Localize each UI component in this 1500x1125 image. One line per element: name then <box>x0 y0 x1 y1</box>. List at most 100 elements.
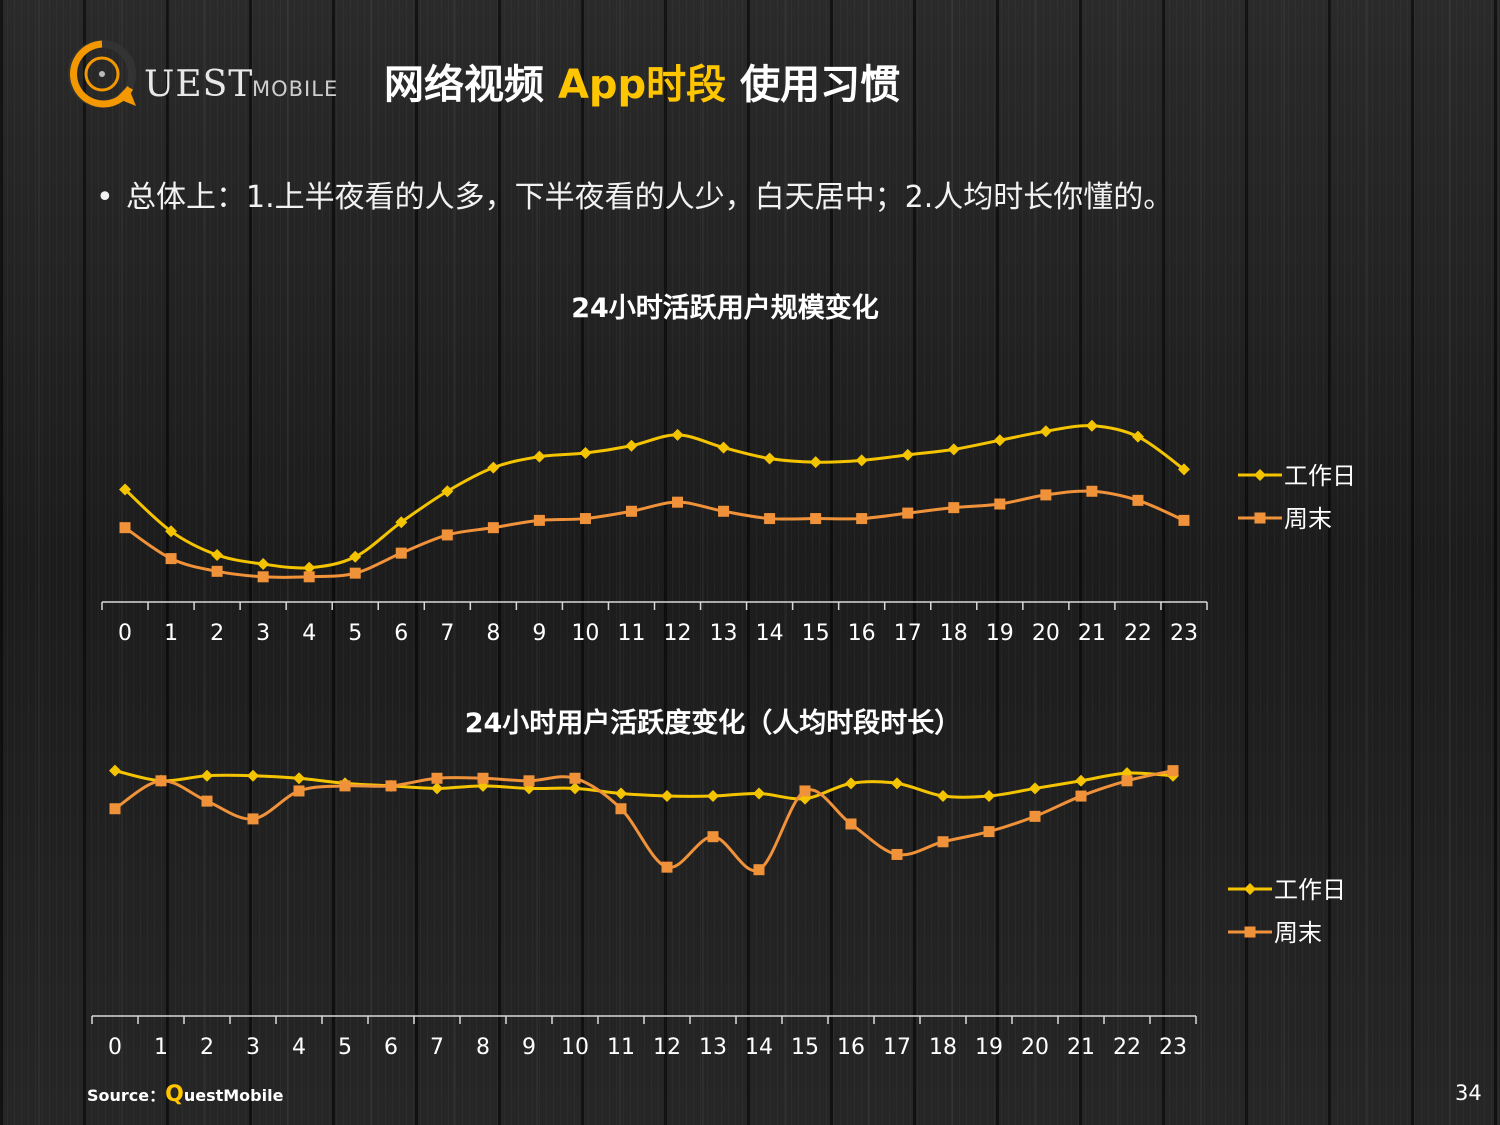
x-tick-label: 9 <box>522 1035 536 1060</box>
x-tick-label: 12 <box>653 1035 681 1060</box>
x-tick-label: 7 <box>440 621 454 646</box>
x-tick-label: 6 <box>384 1035 398 1060</box>
source-rest: uestMobile <box>183 1086 284 1105</box>
data-point-diamond <box>395 516 408 529</box>
x-tick-label: 23 <box>1159 1035 1187 1060</box>
data-point-diamond <box>303 561 316 574</box>
data-point-square <box>211 565 223 577</box>
data-point-square <box>303 571 315 583</box>
x-tick-label: 1 <box>154 1035 168 1060</box>
legend-marker-square <box>1254 512 1266 524</box>
chart-title: 24小时用户活跃度变化（人均时段时长） <box>465 707 962 739</box>
x-tick-label: 4 <box>302 621 316 646</box>
legend-label: 周末 <box>1284 505 1332 533</box>
data-point-diamond <box>349 550 362 563</box>
data-point-diamond <box>1177 463 1190 476</box>
x-tick-label: 10 <box>561 1035 589 1060</box>
data-point-square <box>109 803 121 815</box>
x-tick-label: 17 <box>894 621 922 646</box>
data-point-diamond <box>661 790 673 803</box>
x-tick-label: 18 <box>940 621 968 646</box>
data-point-diamond <box>109 764 121 777</box>
data-point-diamond <box>947 443 960 456</box>
data-point-diamond <box>615 787 627 800</box>
x-tick-label: 0 <box>118 621 132 646</box>
data-point-square <box>902 507 914 519</box>
page-number: 34 <box>1455 1081 1482 1105</box>
data-point-square <box>119 522 131 534</box>
data-point-diamond <box>625 439 638 452</box>
x-tick-label: 21 <box>1067 1035 1095 1060</box>
x-tick-label: 10 <box>571 621 599 646</box>
source-label: Source： <box>87 1086 166 1105</box>
data-point-diamond <box>1029 782 1041 795</box>
data-point-diamond <box>891 777 903 790</box>
data-point-square <box>856 513 868 525</box>
data-point-square <box>983 826 995 838</box>
page-title: 网络视频 App时段 使用习惯 <box>384 52 900 110</box>
x-tick-label: 2 <box>210 621 224 646</box>
legend-label: 工作日 <box>1284 462 1356 490</box>
data-point-square <box>937 836 949 848</box>
x-tick-label: 1 <box>164 621 178 646</box>
data-point-diamond <box>431 782 443 795</box>
series-line-1 <box>124 424 1185 570</box>
data-point-square <box>293 785 305 797</box>
series-line-1 <box>114 769 1174 801</box>
data-point-diamond <box>441 485 454 498</box>
data-point-diamond <box>211 548 224 561</box>
x-tick-label: 8 <box>486 621 500 646</box>
data-point-diamond <box>993 434 1006 447</box>
data-point-square <box>845 818 857 830</box>
data-point-square <box>569 772 581 784</box>
data-point-diamond <box>247 769 259 782</box>
x-tick-label: 2 <box>200 1035 214 1060</box>
data-point-diamond <box>671 428 684 441</box>
x-tick-label: 16 <box>848 621 876 646</box>
data-point-square <box>339 780 351 792</box>
x-tick-label: 6 <box>394 621 408 646</box>
x-tick-label: 4 <box>292 1035 306 1060</box>
logo-ring-arc <box>70 40 134 108</box>
data-point-diamond <box>937 790 949 803</box>
data-point-diamond <box>165 525 178 538</box>
data-point-diamond <box>1085 419 1098 432</box>
data-point-square <box>672 496 684 508</box>
x-tick-label: 18 <box>929 1035 957 1060</box>
data-point-square <box>1121 775 1133 787</box>
data-point-diamond <box>845 777 857 790</box>
x-tick-label: 21 <box>1078 621 1106 646</box>
data-point-square <box>948 502 960 514</box>
data-point-square <box>247 813 259 825</box>
x-tick-label: 20 <box>1032 621 1060 646</box>
data-point-diamond <box>763 452 776 465</box>
data-point-diamond <box>579 447 592 460</box>
data-point-square <box>1086 485 1098 497</box>
summary-bullet: • 总体上：1.上半夜看的人多，下半夜看的人少，白天居中；2.人均时长你懂的。 <box>96 172 1173 216</box>
legend-marker-diamond <box>1244 883 1256 895</box>
x-tick-label: 0 <box>108 1035 122 1060</box>
series-line-2 <box>114 769 1174 873</box>
logo-subtext: MOBILE <box>252 77 339 101</box>
x-tick-label: 16 <box>837 1035 865 1060</box>
title-part2: 使用习惯 <box>726 62 901 108</box>
x-tick-label: 8 <box>476 1035 490 1060</box>
data-point-diamond <box>1039 425 1052 438</box>
data-point-diamond <box>487 461 500 474</box>
series-line-2 <box>124 489 1185 579</box>
data-point-square <box>349 567 361 579</box>
x-tick-label: 13 <box>699 1035 727 1060</box>
data-point-diamond <box>717 441 730 454</box>
data-point-square <box>487 522 499 534</box>
x-tick-label: 9 <box>532 621 546 646</box>
data-point-diamond <box>257 558 270 571</box>
data-point-diamond <box>901 448 914 461</box>
legend-label: 工作日 <box>1274 876 1346 904</box>
x-tick-label: 14 <box>745 1035 773 1060</box>
data-point-square <box>718 505 730 517</box>
legend-marker-diamond <box>1254 469 1266 481</box>
x-tick-label: 17 <box>883 1035 911 1060</box>
data-point-diamond <box>1131 430 1144 443</box>
data-point-diamond <box>119 483 132 496</box>
